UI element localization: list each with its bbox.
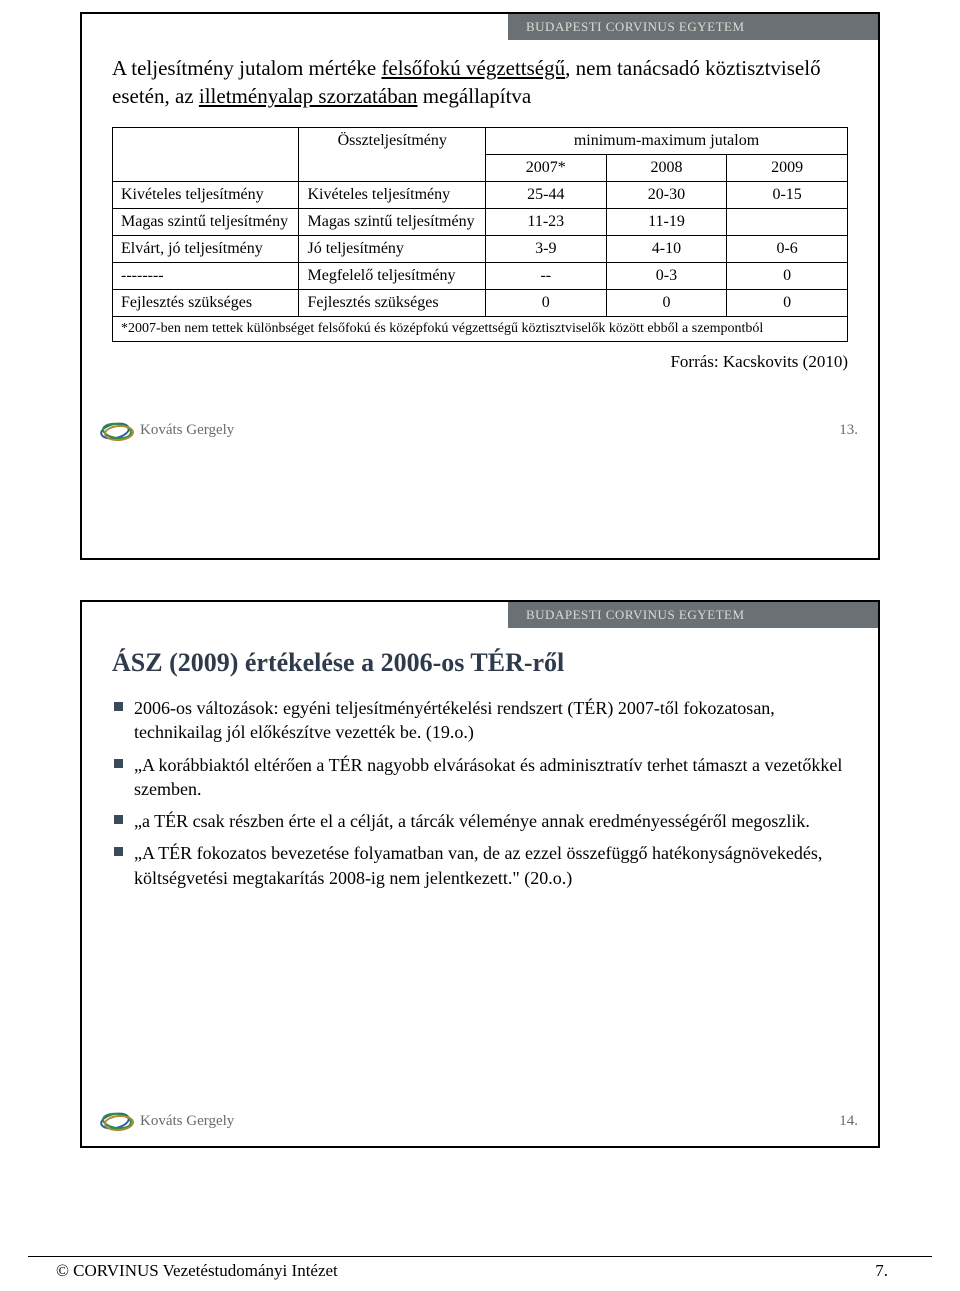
table-note-row: *2007-ben nem tettek különbséget felsőfo… xyxy=(113,316,848,341)
cell: 0 xyxy=(485,289,606,316)
cell: Fejlesztés szükséges xyxy=(113,289,299,316)
slide1-footer: Kováts Gergely 13. xyxy=(82,382,878,450)
cell: 4-10 xyxy=(606,235,727,262)
cell: 25-44 xyxy=(485,181,606,208)
cell: Fejlesztés szükséges xyxy=(299,289,485,316)
page-footer-right: 7. xyxy=(875,1261,888,1281)
table-row: Magas szintű teljesítmény Magas szintű t… xyxy=(113,208,848,235)
cell xyxy=(727,208,848,235)
cell: 0 xyxy=(727,262,848,289)
page-footer: © CORVINUS Vezetéstudományi Intézet 7. xyxy=(28,1256,932,1281)
cell: -- xyxy=(485,262,606,289)
cell: 0-15 xyxy=(727,181,848,208)
title-underline-1: felsőfokú végzettségű xyxy=(381,56,565,80)
header-minmax: minimum-maximum jutalom xyxy=(485,127,847,154)
slide2-title: ÁSZ (2009) értékelése a 2006-os TÉR-ről xyxy=(112,648,848,678)
cell: Elvárt, jó teljesítmény xyxy=(113,235,299,262)
cell: 11-19 xyxy=(606,208,727,235)
source-text: Forrás: Kacskovits (2010) xyxy=(112,352,848,372)
title-segment: A teljesítmény jutalom mértéke xyxy=(112,56,381,80)
year-2007: 2007* xyxy=(485,154,606,181)
slide-2: BUDAPESTI CORVINUS EGYETEM ÁSZ (2009) ér… xyxy=(80,600,880,1148)
year-2008: 2008 xyxy=(606,154,727,181)
cell: 11-23 xyxy=(485,208,606,235)
footer-page-number: 14. xyxy=(839,1113,858,1130)
header-blank xyxy=(113,127,299,181)
cell: 3-9 xyxy=(485,235,606,262)
corvinus-logo-icon xyxy=(100,1110,134,1132)
footer-author: Kováts Gergely xyxy=(140,422,234,439)
cell: Magas szintű teljesítmény xyxy=(113,208,299,235)
list-item: 2006-os változások: egyéni teljesítményé… xyxy=(112,696,848,745)
list-item: „A TÉR fokozatos bevezetése folyamatban … xyxy=(112,841,848,890)
cell: Kivételes teljesítmény xyxy=(299,181,485,208)
cell: 20-30 xyxy=(606,181,727,208)
table-row: Kivételes teljesítmény Kivételes teljesí… xyxy=(113,181,848,208)
list-item: „A korábbiaktól eltérően a TÉR nagyobb e… xyxy=(112,753,848,802)
footer-author: Kováts Gergely xyxy=(140,1113,234,1130)
table-row: Elvárt, jó teljesítmény Jó teljesítmény … xyxy=(113,235,848,262)
performance-table: Összteljesítmény minimum-maximum jutalom… xyxy=(112,127,848,342)
slide1-title: A teljesítmény jutalom mértéke felsőfokú… xyxy=(112,54,848,111)
title-underline-2: illetményalap szorzatában xyxy=(199,84,418,108)
cell: Magas szintű teljesítmény xyxy=(299,208,485,235)
cell: Megfelelő teljesítmény xyxy=(299,262,485,289)
table-row: -------- Megfelelő teljesítmény -- 0-3 0 xyxy=(113,262,848,289)
cell: 0 xyxy=(606,289,727,316)
corvinus-logo-icon xyxy=(100,420,134,442)
year-2009: 2009 xyxy=(727,154,848,181)
university-band: BUDAPESTI CORVINUS EGYETEM xyxy=(508,14,878,40)
footer-page-number: 13. xyxy=(839,422,858,439)
table-note: *2007-ben nem tettek különbséget felsőfo… xyxy=(113,316,848,341)
university-band: BUDAPESTI CORVINUS EGYETEM xyxy=(508,602,878,628)
cell: -------- xyxy=(113,262,299,289)
cell: 0-6 xyxy=(727,235,848,262)
table-header-row-1: Összteljesítmény minimum-maximum jutalom xyxy=(113,127,848,154)
table-row: Fejlesztés szükséges Fejlesztés szüksége… xyxy=(113,289,848,316)
slide2-footer: Kováts Gergely 14. xyxy=(82,1072,878,1140)
cell: 0-3 xyxy=(606,262,727,289)
header-osszteljesitmeny: Összteljesítmény xyxy=(299,127,485,181)
title-segment: megállapítva xyxy=(418,84,532,108)
cell: Kivételes teljesítmény xyxy=(113,181,299,208)
cell: 0 xyxy=(727,289,848,316)
list-item: „a TÉR csak részben érte el a célját, a … xyxy=(112,809,848,833)
slide-1: BUDAPESTI CORVINUS EGYETEM A teljesítmén… xyxy=(80,12,880,560)
cell: Jó teljesítmény xyxy=(299,235,485,262)
bullet-list: 2006-os változások: egyéni teljesítményé… xyxy=(112,696,848,890)
page-footer-left: © CORVINUS Vezetéstudományi Intézet xyxy=(56,1261,338,1281)
